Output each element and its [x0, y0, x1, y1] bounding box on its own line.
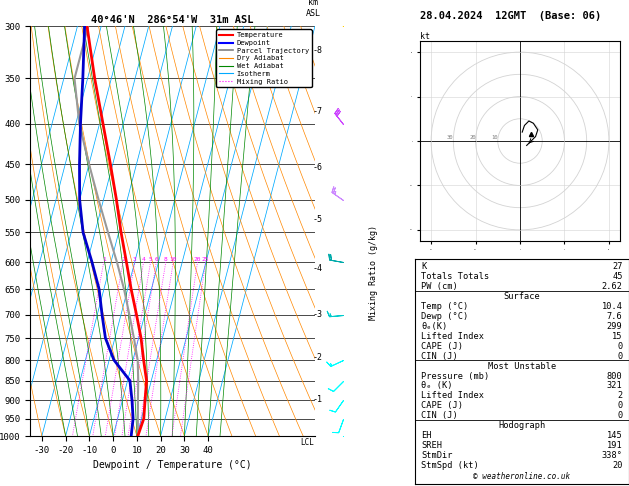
Text: -4: -4 — [313, 264, 323, 273]
Text: Hodograph: Hodograph — [498, 421, 545, 430]
Text: 0: 0 — [617, 352, 623, 361]
Text: LCL: LCL — [300, 438, 314, 447]
Text: 15: 15 — [612, 332, 623, 341]
Text: 25: 25 — [202, 257, 209, 262]
Text: -8: -8 — [313, 46, 323, 54]
Text: 299: 299 — [607, 322, 623, 331]
Text: km
ASL: km ASL — [306, 0, 321, 18]
Text: 145: 145 — [607, 431, 623, 440]
Text: 45: 45 — [612, 272, 623, 281]
Text: 2: 2 — [617, 391, 623, 400]
Text: 10: 10 — [169, 257, 177, 262]
Text: 30: 30 — [447, 135, 454, 140]
Text: Pressure (mb): Pressure (mb) — [421, 371, 489, 381]
Legend: Temperature, Dewpoint, Parcel Trajectory, Dry Adiabat, Wet Adiabat, Isotherm, Mi: Temperature, Dewpoint, Parcel Trajectory… — [216, 30, 311, 87]
Text: CIN (J): CIN (J) — [421, 352, 458, 361]
Text: Most Unstable: Most Unstable — [488, 362, 556, 371]
Text: 338°: 338° — [601, 451, 623, 460]
Text: 0: 0 — [617, 342, 623, 351]
Text: 7.6: 7.6 — [607, 312, 623, 321]
Text: 321: 321 — [607, 382, 623, 390]
Text: CIN (J): CIN (J) — [421, 411, 458, 420]
Text: CAPE (J): CAPE (J) — [421, 342, 464, 351]
Text: 4: 4 — [142, 257, 145, 262]
Text: Lifted Index: Lifted Index — [421, 332, 484, 341]
Text: 0: 0 — [617, 401, 623, 410]
Text: -5: -5 — [313, 215, 323, 225]
Title: 40°46'N  286°54'W  31m ASL: 40°46'N 286°54'W 31m ASL — [91, 15, 253, 25]
Text: θₑ(K): θₑ(K) — [421, 322, 448, 331]
Text: 2.62: 2.62 — [601, 282, 623, 291]
Text: 800: 800 — [607, 371, 623, 381]
Text: StmDir: StmDir — [421, 451, 453, 460]
Text: 28.04.2024  12GMT  (Base: 06): 28.04.2024 12GMT (Base: 06) — [420, 11, 601, 21]
Text: -7: -7 — [313, 107, 323, 116]
Text: -6: -6 — [313, 163, 323, 173]
Text: kt: kt — [420, 32, 430, 41]
Text: 5: 5 — [148, 257, 152, 262]
Text: 3: 3 — [133, 257, 136, 262]
Text: 8: 8 — [164, 257, 168, 262]
Text: -2: -2 — [313, 353, 323, 363]
Text: 191: 191 — [607, 441, 623, 450]
Text: PW (cm): PW (cm) — [421, 282, 458, 291]
Text: Totals Totals: Totals Totals — [421, 272, 489, 281]
Text: Surface: Surface — [504, 292, 540, 301]
Text: Dewp (°C): Dewp (°C) — [421, 312, 469, 321]
Text: 27: 27 — [612, 262, 623, 271]
Text: 1: 1 — [102, 257, 106, 262]
Text: 20: 20 — [469, 135, 476, 140]
Text: Temp (°C): Temp (°C) — [421, 302, 469, 311]
X-axis label: Dewpoint / Temperature (°C): Dewpoint / Temperature (°C) — [93, 460, 252, 470]
Text: 20: 20 — [612, 461, 623, 470]
Text: SREH: SREH — [421, 441, 442, 450]
Text: 0: 0 — [617, 411, 623, 420]
Text: 10: 10 — [491, 135, 498, 140]
Text: StmSpd (kt): StmSpd (kt) — [421, 461, 479, 470]
Text: -1: -1 — [313, 395, 323, 404]
Text: CAPE (J): CAPE (J) — [421, 401, 464, 410]
Text: EH: EH — [421, 431, 432, 440]
Text: Lifted Index: Lifted Index — [421, 391, 484, 400]
Text: 6: 6 — [155, 257, 159, 262]
Text: 20: 20 — [194, 257, 201, 262]
Text: © weatheronline.co.uk: © weatheronline.co.uk — [474, 472, 571, 481]
Text: 2: 2 — [121, 257, 125, 262]
Text: Mixing Ratio (g/kg): Mixing Ratio (g/kg) — [369, 225, 378, 319]
Text: K: K — [421, 262, 426, 271]
Text: θₑ (K): θₑ (K) — [421, 382, 453, 390]
Text: 10.4: 10.4 — [601, 302, 623, 311]
Text: -3: -3 — [313, 310, 323, 319]
